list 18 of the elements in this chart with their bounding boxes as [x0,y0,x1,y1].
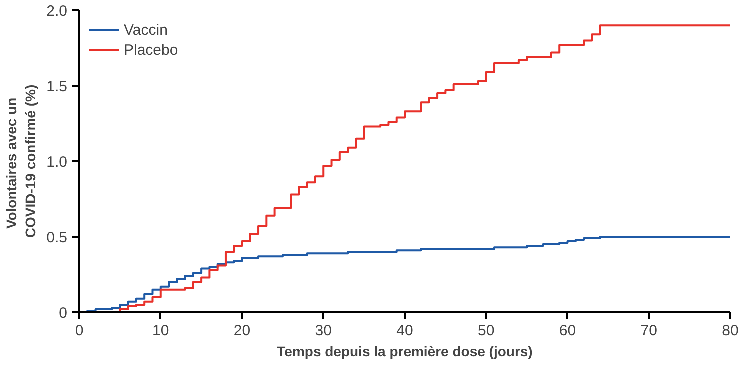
x-tick-label: 70 [640,322,658,340]
legend-label: Vaccin [124,22,168,38]
x-tick-label: 30 [315,322,332,340]
x-tick-label: 10 [152,322,170,340]
x-tick-label: 50 [478,322,495,340]
y-tick-label: 0.5 [46,230,68,246]
y-tick-label: 1.0 [46,154,68,171]
y-tick-label: 1.5 [46,78,68,96]
x-axis-title: Temps depuis la première dose (jours) [277,344,533,360]
x-tick-label: 20 [234,322,251,340]
x-tick-label: 80 [722,322,739,340]
x-tick-label: 40 [396,322,414,340]
y-tick-label: 0 [59,305,68,322]
legend-label: Placebo [124,42,178,58]
y-tick-label: 2.0 [46,3,68,20]
x-tick-label: 0 [75,322,84,340]
y-axis-title: Volontaires avec un COVID-19 confirmé (%) [3,84,39,238]
x-tick-label: 60 [559,322,576,340]
